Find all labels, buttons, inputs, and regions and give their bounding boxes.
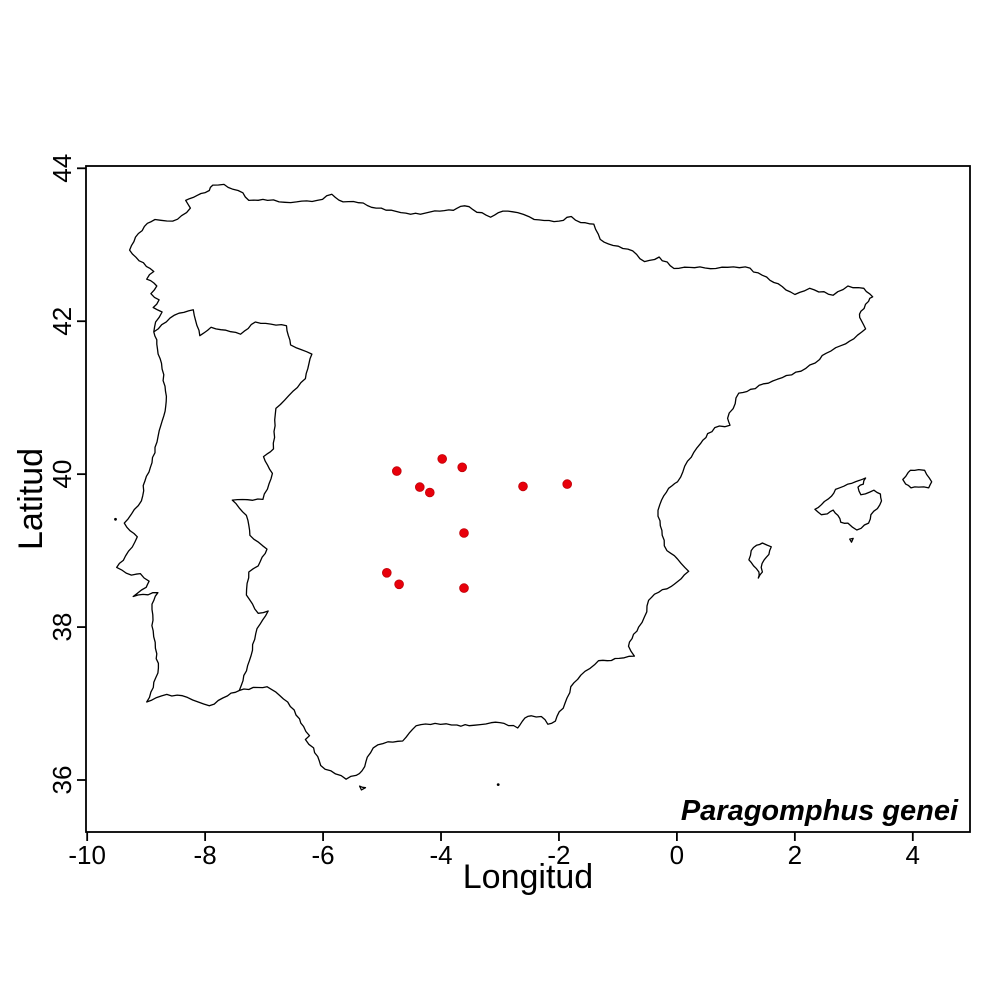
map-outline-ceuta: [358, 785, 367, 791]
map-islet-dot: [496, 783, 500, 786]
occurrence-point: [424, 487, 435, 498]
occurrence-point: [459, 583, 469, 593]
x-tick-label: 0: [670, 840, 684, 870]
occurrence-point: [394, 579, 404, 590]
map-outline-cabrera: [849, 537, 854, 543]
x-tick-label: -6: [312, 840, 335, 870]
y-tick-label: 36: [47, 766, 77, 795]
map-outline-ibiza-formentera: [748, 542, 772, 579]
occurrence-point: [391, 466, 402, 476]
plot-border-box: [85, 165, 971, 833]
y-tick-label: 42: [47, 307, 77, 336]
occurrence-point: [562, 479, 572, 489]
map-layer: [114, 183, 933, 791]
occurrence-point: [459, 528, 469, 538]
y-tick-label: 44: [47, 154, 77, 183]
occurrence-points-layer: [381, 454, 572, 593]
y-axis-title: Latitud: [12, 448, 50, 550]
x-tick-label: -8: [194, 840, 217, 870]
occurrence-point: [381, 567, 392, 578]
y-tick-label: 40: [47, 460, 77, 489]
map-outline-menorca: [902, 468, 933, 489]
x-axis-title: Longitud: [463, 858, 593, 896]
axes-layer: -10 -8 -6 -4 -2 0 2 4 36 38 40 42 44: [47, 154, 920, 870]
map-outline-iberia-coastline: [116, 183, 874, 780]
y-tick-label: 38: [47, 613, 77, 642]
species-name-annotation: Paragomphus genei: [681, 795, 959, 827]
map-outline-portugal-spain-border: [153, 309, 313, 691]
occurrence-point: [457, 462, 468, 473]
x-tick-label: -4: [429, 840, 452, 870]
occurrence-point: [414, 482, 425, 492]
x-tick-label: -10: [68, 840, 106, 870]
map-islet-dot: [114, 517, 117, 521]
map-outline-mallorca: [814, 477, 883, 531]
x-tick-label: 2: [788, 840, 802, 870]
x-tick-label: -2: [547, 840, 570, 870]
occurrence-point: [518, 481, 528, 492]
occurrence-point: [437, 454, 448, 464]
x-tick-label: 4: [906, 840, 920, 870]
